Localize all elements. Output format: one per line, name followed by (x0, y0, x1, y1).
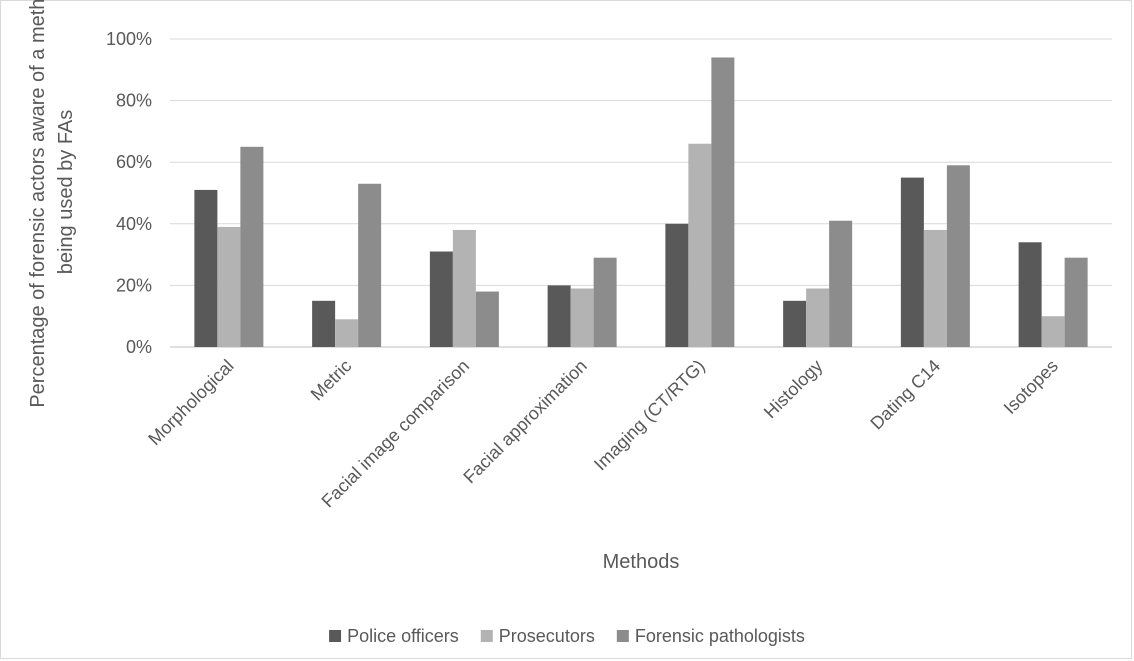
legend-label: Forensic pathologists (635, 626, 805, 646)
y-axis-title-line-1: Percentage of forensic actors aware of a… (27, 0, 49, 408)
legend-item: Prosecutors (480, 626, 595, 646)
bar (335, 319, 359, 347)
y-tick-label: 80% (116, 91, 152, 111)
x-tick-label: Histology (760, 356, 826, 422)
x-tick-label: Dating C14 (866, 356, 944, 434)
bar (946, 165, 970, 347)
bar (358, 183, 382, 347)
bar (240, 146, 264, 347)
bars (194, 57, 1088, 347)
bar (665, 223, 689, 347)
bar (429, 251, 453, 347)
x-axis-title: Methods (603, 551, 680, 573)
bar (593, 257, 617, 347)
bar (570, 288, 594, 347)
x-tick-label: Metric (307, 356, 356, 405)
bar (475, 291, 499, 347)
y-tick-label: 40% (116, 214, 152, 234)
bar (783, 300, 807, 347)
bar (923, 229, 947, 347)
y-tick-label: 20% (116, 275, 152, 295)
x-tick-label: Morphological (144, 356, 237, 449)
gridlines (170, 38, 1112, 348)
bar (194, 189, 218, 347)
y-tick-label: 100% (106, 29, 152, 49)
x-tick-label: Imaging (CT/RTG) (590, 356, 709, 475)
bar (1064, 257, 1088, 347)
bar (711, 57, 735, 347)
bar (1041, 316, 1065, 347)
bar (1018, 242, 1042, 347)
bar (900, 177, 924, 347)
legend-swatch (616, 630, 629, 642)
x-tick-label: Facial approximation (459, 356, 591, 488)
y-tick-label: 60% (116, 152, 152, 172)
bar (312, 300, 336, 347)
x-tick-label: Isotopes (1000, 356, 1062, 418)
y-axis-title-line-2: being used by FAs (55, 110, 77, 275)
legend-swatch (480, 630, 493, 642)
legend-label: Prosecutors (499, 626, 595, 646)
bar (452, 229, 476, 347)
y-tick-label: 0% (126, 337, 152, 357)
bar (829, 220, 853, 347)
legend-item: Police officers (329, 626, 459, 646)
y-tick-labels: 0% 20% 40% 60% 80% 100% (106, 29, 152, 357)
legend-item: Forensic pathologists (616, 626, 805, 646)
legend-label: Police officers (347, 626, 459, 646)
legend: Police officers Prosecutors Forensic patho… (329, 626, 805, 646)
bar (217, 226, 241, 347)
bar (547, 285, 571, 347)
bar (806, 288, 830, 347)
bar (688, 143, 712, 347)
legend-swatch (329, 630, 342, 642)
